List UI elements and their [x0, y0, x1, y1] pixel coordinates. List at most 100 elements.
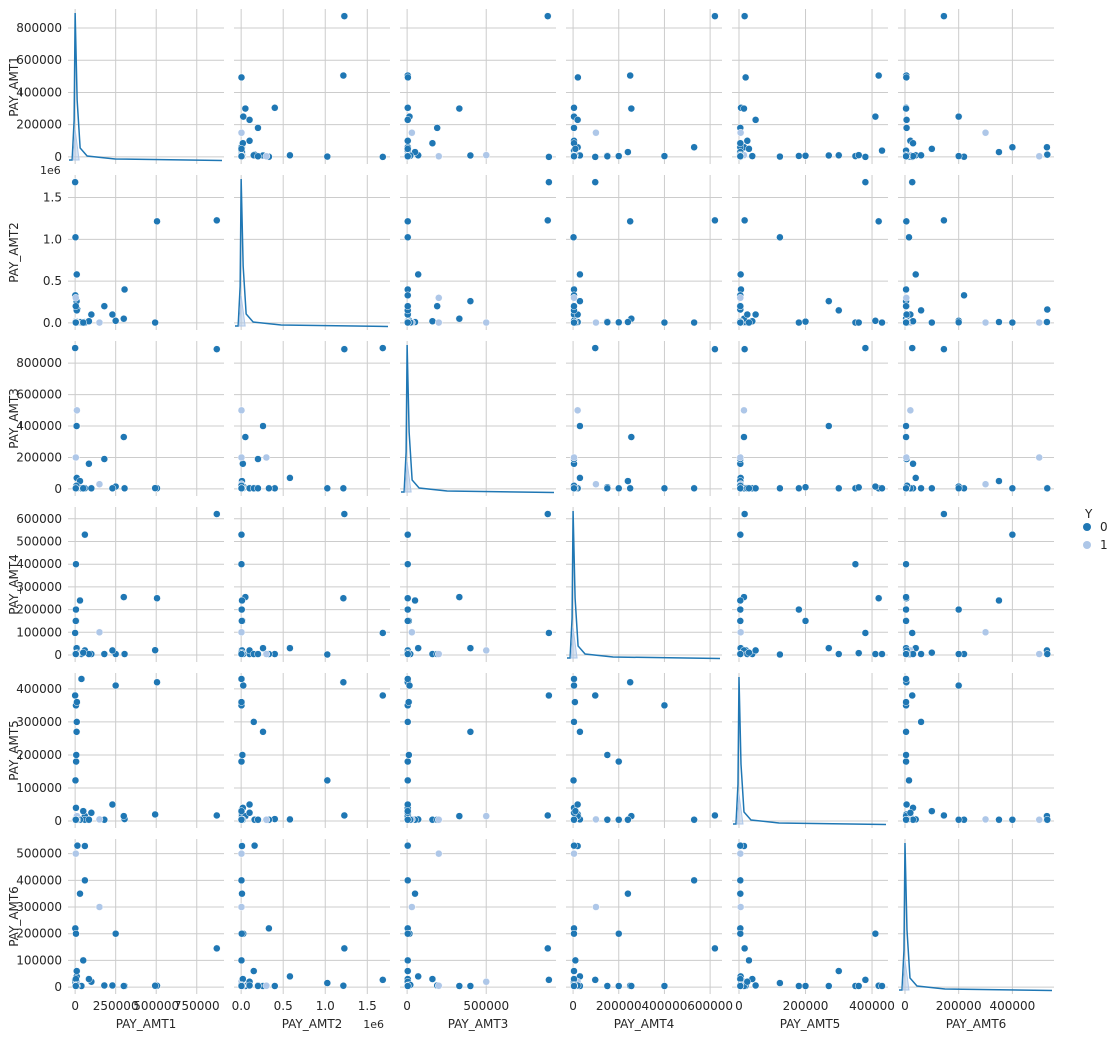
point-y0 — [871, 929, 880, 938]
point-y0 — [995, 318, 1003, 326]
point-y1 — [981, 318, 990, 327]
point-y0 — [71, 178, 79, 186]
point-y0 — [626, 484, 634, 493]
y-axis-title: PAY_AMT2 — [7, 222, 21, 283]
point-y0 — [902, 484, 910, 493]
point-y0 — [878, 484, 886, 493]
point-y0 — [603, 815, 612, 824]
point-y0 — [87, 809, 96, 817]
kde-curve-0 — [235, 178, 389, 328]
point-y0 — [570, 484, 578, 493]
point-y0 — [237, 876, 246, 885]
point-y0 — [286, 474, 294, 482]
point-y0 — [917, 151, 925, 160]
point-y0 — [544, 216, 552, 225]
point-y0 — [902, 757, 910, 766]
point-y0 — [239, 112, 248, 121]
point-y0 — [120, 484, 129, 493]
point-y0 — [751, 646, 760, 655]
point-y0 — [909, 139, 917, 147]
kde-curve-1 — [404, 461, 412, 493]
point-y0 — [404, 757, 412, 766]
point-y0 — [379, 344, 387, 352]
point-y1 — [482, 318, 490, 327]
point-y0 — [902, 800, 911, 809]
panel-PAY_AMT1-vs-PAY_AMT1 — [68, 9, 224, 164]
point-y0 — [72, 751, 81, 759]
panel-background — [732, 9, 888, 164]
point-y0 — [603, 318, 612, 326]
point-y0 — [237, 73, 246, 82]
panel-background — [566, 341, 722, 496]
panel-background — [234, 507, 390, 662]
point-y0 — [1008, 484, 1017, 493]
point-y1 — [262, 815, 271, 824]
point-y0 — [120, 314, 128, 323]
point-y0 — [902, 605, 910, 614]
kde-curve-0 — [401, 344, 555, 494]
point-y0 — [902, 815, 910, 824]
point-y0 — [861, 629, 870, 637]
y-tick-label: 0 — [54, 814, 62, 828]
point-y0 — [286, 972, 294, 981]
panel-background — [234, 175, 390, 330]
point-y1 — [237, 406, 246, 415]
point-y0 — [213, 811, 221, 820]
point-y0 — [908, 691, 916, 700]
panel-PAY_AMT3-vs-PAY_AMT3 — [400, 341, 556, 496]
point-y1 — [435, 849, 443, 858]
point-y0 — [79, 956, 87, 965]
kde-curve-1 — [570, 627, 578, 659]
panel-PAY_AMT6-vs-PAY_AMT5 — [732, 839, 888, 994]
point-y0 — [570, 675, 578, 683]
point-y0 — [954, 605, 963, 614]
point-y1 — [72, 453, 80, 462]
point-y0 — [323, 776, 332, 785]
point-y0 — [615, 929, 623, 938]
x-tick-label: 0.5 — [274, 999, 293, 1013]
point-y0 — [861, 344, 870, 352]
point-y0 — [545, 629, 553, 637]
point-y0 — [120, 982, 128, 990]
point-y1 — [237, 453, 246, 462]
point-y0 — [569, 233, 578, 242]
point-y1 — [1035, 815, 1043, 824]
x-tick-label: 250000 — [93, 999, 139, 1013]
point-y1 — [736, 294, 745, 302]
point-y0 — [854, 483, 863, 492]
point-y0 — [736, 596, 745, 605]
point-y0 — [902, 617, 910, 625]
y-tick-label: 200000 — [16, 927, 62, 941]
point-y1 — [736, 128, 745, 137]
point-y0 — [151, 646, 159, 654]
point-y0 — [72, 728, 81, 736]
point-y0 — [615, 757, 623, 766]
point-y0 — [795, 484, 803, 493]
y-tick-label: 800000 — [16, 356, 62, 370]
panel-PAY_AMT6-vs-PAY_AMT1 — [68, 839, 224, 994]
panel-background — [68, 341, 224, 496]
point-y0 — [861, 178, 870, 186]
y-tick-label: 0 — [54, 980, 62, 994]
point-y0 — [573, 800, 582, 809]
point-y1 — [95, 480, 104, 488]
x-tick-label: 600000 — [687, 999, 733, 1013]
point-y0 — [404, 807, 412, 815]
point-y1 — [1035, 453, 1043, 462]
y-tick-label: 200000 — [16, 748, 62, 762]
point-y0 — [286, 644, 294, 652]
point-y0 — [917, 718, 925, 726]
x-tick-label: 0 — [403, 999, 411, 1013]
point-y0 — [544, 811, 552, 820]
point-y0 — [741, 73, 750, 82]
point-y0 — [854, 982, 863, 990]
panel-PAY_AMT4-vs-PAY_AMT1 — [68, 507, 224, 662]
panel-PAY_AMT1-vs-PAY_AMT5 — [732, 9, 888, 164]
point-y0 — [414, 270, 422, 279]
point-y0 — [940, 811, 948, 820]
point-y0 — [626, 678, 634, 687]
point-y0 — [545, 178, 553, 186]
point-y0 — [570, 152, 578, 161]
point-y0 — [902, 593, 910, 601]
x-tick-label: 200000 — [936, 999, 982, 1013]
